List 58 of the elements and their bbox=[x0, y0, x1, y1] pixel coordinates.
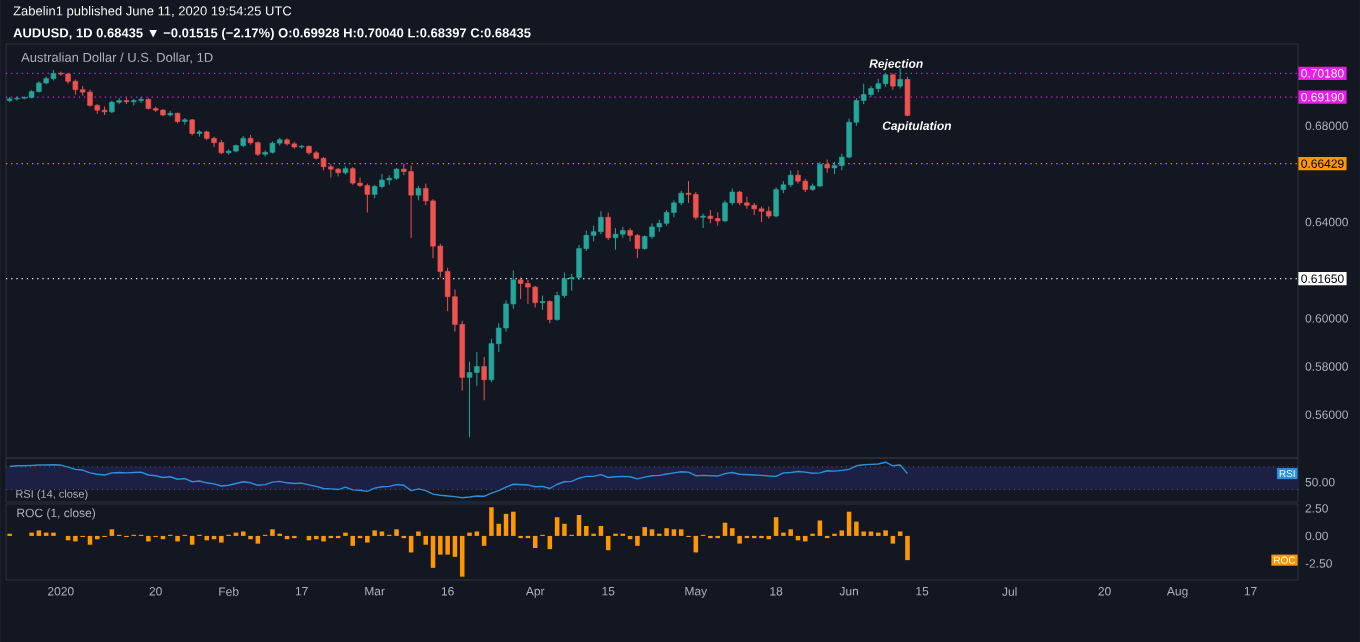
candlestick bbox=[795, 169, 801, 185]
candlestick bbox=[517, 276, 524, 300]
candlestick bbox=[262, 149, 268, 158]
bar bbox=[321, 535, 326, 542]
candlestick bbox=[904, 76, 911, 117]
bar bbox=[175, 535, 180, 542]
candlestick bbox=[605, 211, 611, 241]
bar bbox=[737, 535, 742, 544]
candlestick bbox=[627, 227, 633, 242]
candlestick bbox=[773, 186, 779, 218]
bar bbox=[255, 535, 261, 544]
candlestick bbox=[897, 67, 903, 90]
bar bbox=[664, 528, 669, 536]
candlestick bbox=[138, 96, 144, 104]
bar bbox=[788, 529, 793, 536]
bar bbox=[189, 535, 195, 545]
bar bbox=[219, 535, 224, 543]
bar bbox=[730, 528, 735, 536]
bar bbox=[365, 535, 370, 543]
bar bbox=[562, 523, 567, 536]
candlestick bbox=[525, 279, 531, 305]
candlestick bbox=[547, 299, 553, 324]
bar bbox=[87, 535, 93, 545]
bar bbox=[73, 535, 78, 542]
bar bbox=[445, 535, 450, 555]
candlestick bbox=[634, 233, 641, 259]
candlestick bbox=[364, 183, 371, 213]
bar bbox=[649, 529, 655, 536]
candlestick bbox=[817, 161, 823, 188]
candlestick bbox=[744, 196, 750, 210]
candlestick bbox=[474, 351, 480, 387]
bar bbox=[803, 535, 808, 542]
candlestick bbox=[612, 227, 619, 251]
candlestick bbox=[481, 356, 487, 401]
candlestick bbox=[693, 191, 699, 221]
candlestick bbox=[598, 210, 604, 235]
bar bbox=[635, 535, 640, 546]
bar bbox=[270, 529, 275, 536]
candlestick bbox=[408, 165, 414, 239]
candlestick bbox=[211, 136, 217, 148]
bar bbox=[394, 529, 399, 536]
candlestick bbox=[700, 213, 706, 229]
candlestick bbox=[182, 117, 188, 126]
bar bbox=[489, 507, 494, 536]
bar bbox=[350, 535, 355, 546]
bar bbox=[36, 530, 42, 536]
bar bbox=[109, 529, 115, 536]
bar bbox=[372, 530, 377, 536]
bar bbox=[671, 529, 677, 536]
bar bbox=[511, 511, 516, 536]
bar bbox=[642, 527, 647, 536]
bar bbox=[678, 529, 684, 536]
bar bbox=[817, 520, 823, 536]
bar bbox=[204, 535, 210, 541]
bar bbox=[883, 530, 888, 536]
bar bbox=[146, 535, 151, 542]
bar bbox=[905, 535, 910, 561]
bar bbox=[890, 535, 896, 544]
